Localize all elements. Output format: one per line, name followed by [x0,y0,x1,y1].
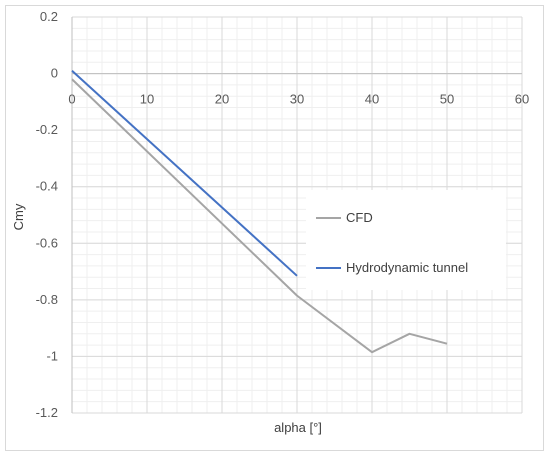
y-tick-label: -0.8 [36,292,58,307]
y-tick-label: -1 [46,348,58,363]
y-tick-label: -1.2 [36,405,58,420]
x-tick-label: 50 [440,92,454,107]
legend-background [306,190,506,290]
y-tick-label: 0 [51,66,58,81]
legend-label-cfd: CFD [346,210,373,225]
legend: CFD Hydrodynamic tunnel [306,190,506,290]
legend-label-hydrodynamic-tunnel: Hydrodynamic tunnel [346,260,468,275]
axes [71,17,522,413]
y-tick-label: -0.6 [36,235,58,250]
series-layer [71,70,448,354]
series-line-cfd [71,78,448,354]
x-tick-label: 20 [215,92,229,107]
x-axis-title: alpha [°] [274,420,322,435]
series-line-hydrodynamic-tunnel [71,70,298,277]
y-tick-label: -0.4 [36,179,58,194]
x-tick-label: 10 [140,92,154,107]
y-tick-label: -0.2 [36,122,58,137]
x-tick-label: 0 [68,92,75,107]
x-tick-label: 30 [290,92,304,107]
x-tick-labels: 0 10 20 30 40 50 60 [68,92,529,107]
x-tick-label: 40 [365,92,379,107]
y-axis-title: Cmy [11,203,26,230]
y-tick-labels: 0.2 0 -0.2 -0.4 -0.6 -0.8 -1 -1.2 [36,9,58,420]
x-tick-label: 60 [515,92,529,107]
y-tick-label: 0.2 [40,9,58,24]
